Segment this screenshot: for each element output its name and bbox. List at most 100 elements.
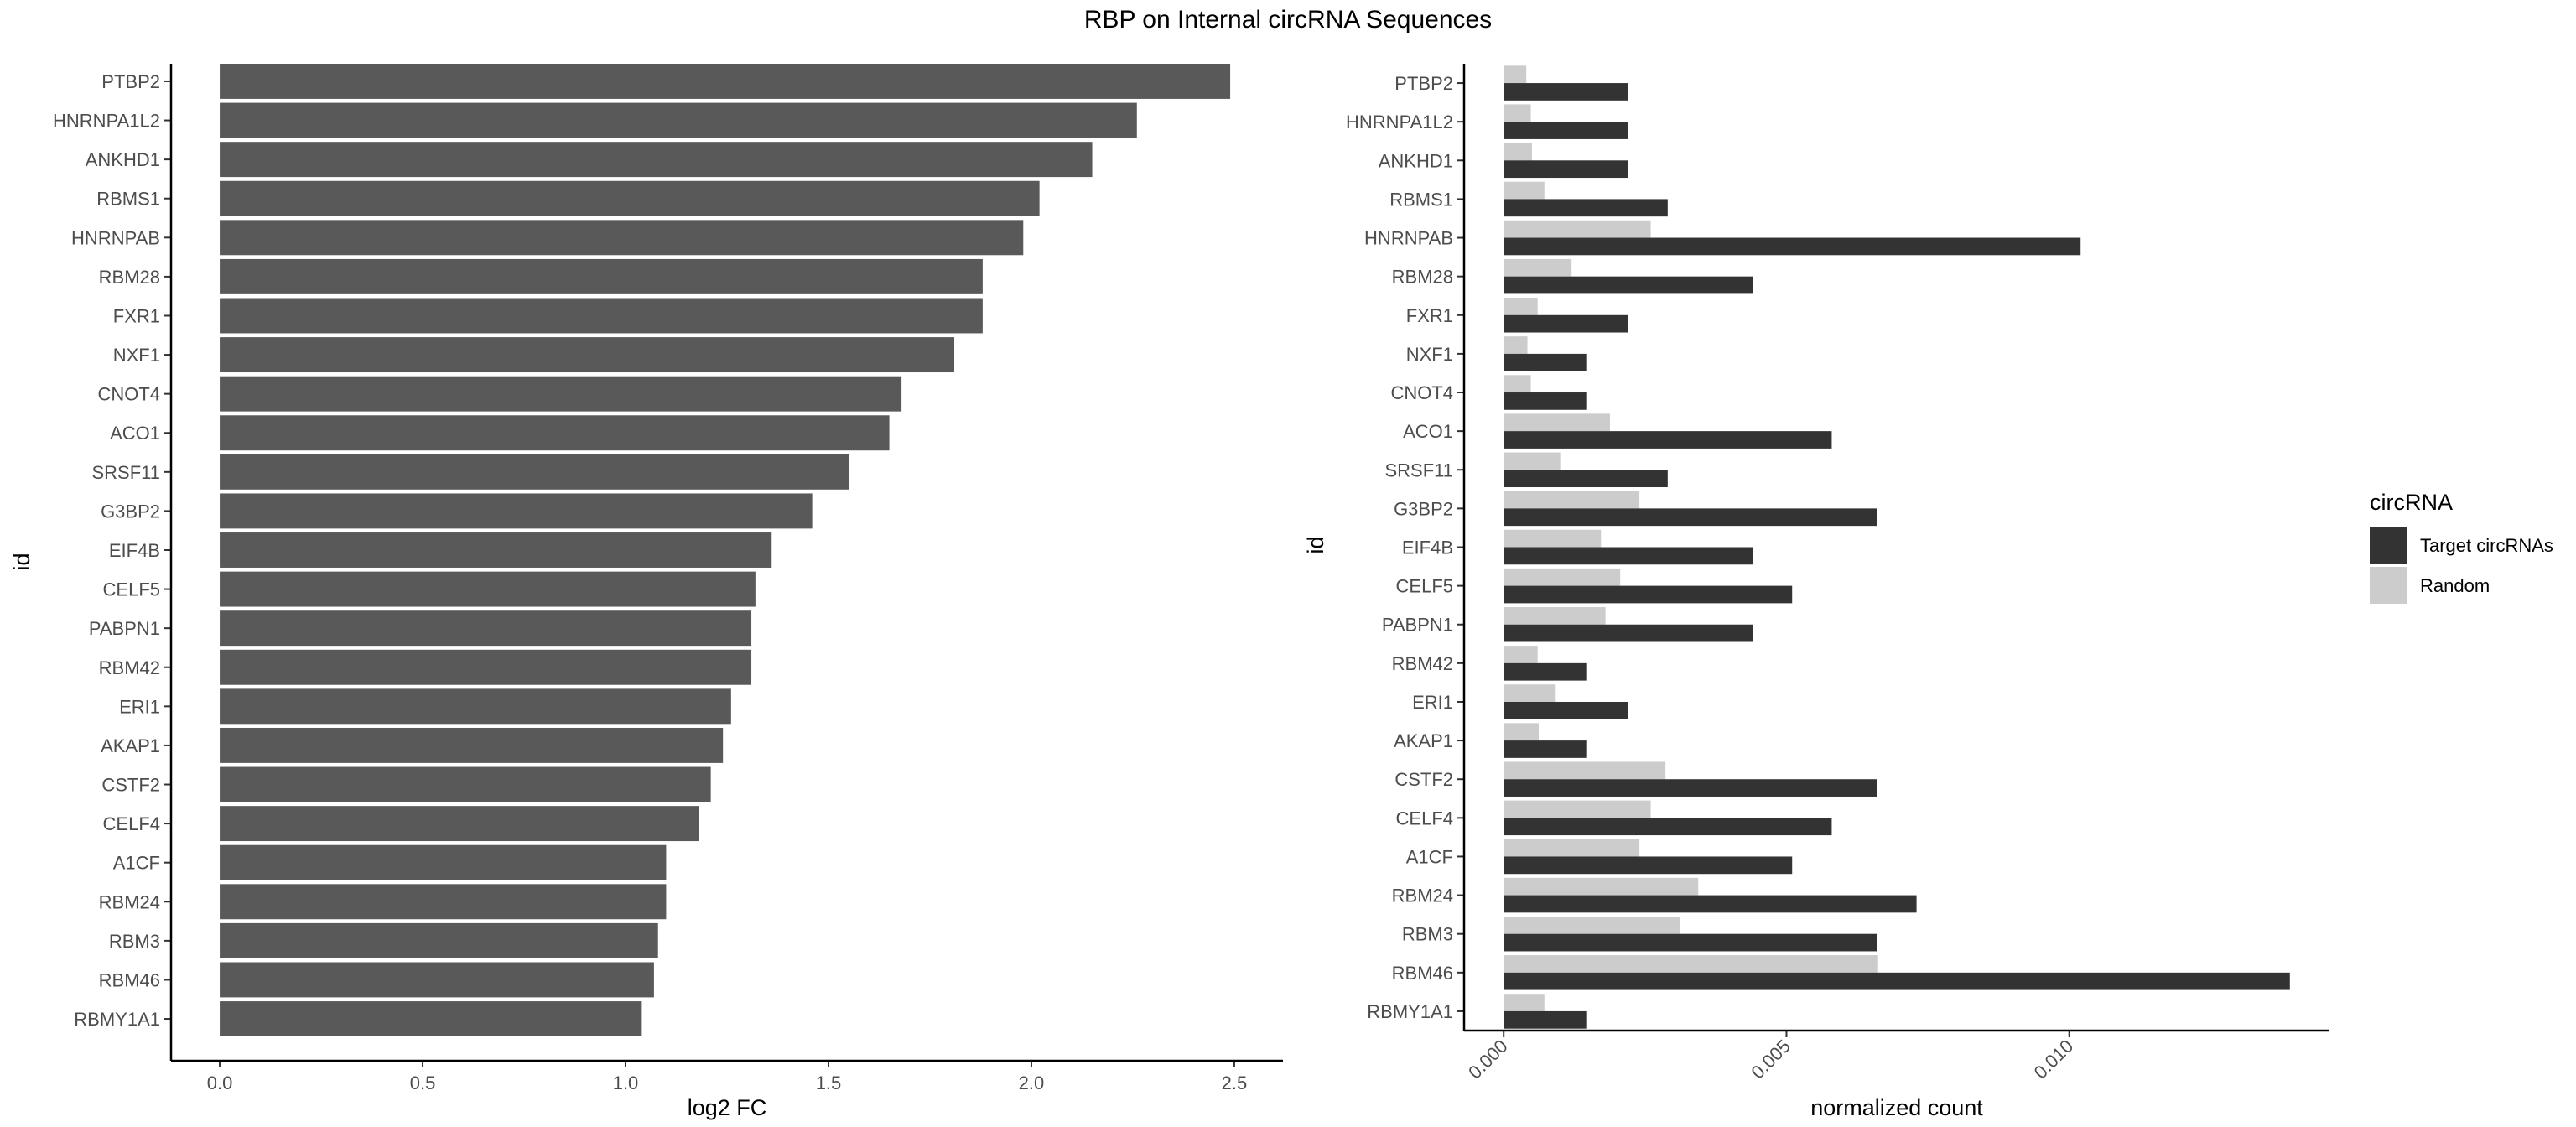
normalized-count-category-label: CELF5 — [1396, 576, 1453, 597]
normalized-count-category-label: RBM46 — [1392, 963, 1453, 984]
log2fc-category-label: HNRNPAB — [71, 227, 160, 248]
log2fc-category-label: NXF1 — [113, 345, 160, 366]
target-bar-celf5 — [1504, 585, 1793, 604]
log2fc-bar-celf5 — [220, 571, 756, 607]
log2fc-bar-aco1 — [220, 415, 890, 451]
log2fc-category-label: RBM42 — [99, 657, 160, 678]
target-bar-rbm3 — [1504, 933, 1877, 952]
log2fc-x-ticks: 0.0 0.5 1.0 1.5 2.0 2.5 — [207, 1061, 1247, 1093]
target-bar-nxf1 — [1504, 353, 1587, 371]
log2fc-category-label: EIF4B — [109, 540, 160, 561]
random-bar-fxr1 — [1504, 298, 1538, 315]
log2fc-bar-nxf1 — [220, 337, 955, 373]
normalized-count-category-label: RBMS1 — [1389, 189, 1453, 210]
target-bar-pabpn1 — [1504, 624, 1753, 642]
normalized-count-category-label: HNRNPAB — [1364, 228, 1453, 249]
random-bar-rbm42 — [1504, 646, 1538, 663]
log2fc-x-tick-label: 1.5 — [816, 1072, 842, 1093]
normalized-count-category-label: SRSF11 — [1384, 460, 1453, 480]
normalized-count-category-label: G3BP2 — [1394, 498, 1453, 519]
random-bar-hnrnpab — [1504, 220, 1651, 238]
log2fc-x-tick-label: 2.5 — [1222, 1072, 1248, 1093]
random-bar-eri1 — [1504, 684, 1556, 702]
random-bar-aco1 — [1504, 413, 1611, 432]
normalized-count-category-labels: PTBP2 HNRNPA1L2 ANKHD1 RBMS1 HNRNPAB RBM28 FXR… — [1346, 73, 1464, 1022]
legend-label-target-circrnas: Target circRNAs — [2420, 535, 2553, 556]
log2fc-x-tick-label: 0.5 — [410, 1072, 436, 1093]
random-bar-pabpn1 — [1504, 606, 1606, 625]
normalized-count-category-label: CSTF2 — [1394, 769, 1453, 790]
log2fc-category-label: PTBP2 — [101, 71, 160, 92]
random-bar-rbmy1a1 — [1504, 994, 1545, 1011]
random-bar-cstf2 — [1504, 761, 1666, 780]
normalized-count-category-label: CNOT4 — [1390, 382, 1453, 403]
normalized-count-category-label: RBM42 — [1392, 653, 1453, 674]
normalized-count-x-axis-title: normalized count — [1810, 1095, 1983, 1120]
log2fc-bar-fxr1 — [220, 298, 983, 334]
target-bar-a1cf — [1504, 856, 1793, 875]
log2fc-category-label: ANKHD1 — [86, 149, 160, 170]
target-bar-eri1 — [1504, 701, 1628, 719]
log2fc-category-label: G3BP2 — [101, 501, 160, 522]
log2fc-category-label: CNOT4 — [97, 384, 160, 405]
normalized-count-category-label: FXR1 — [1406, 305, 1453, 326]
random-bar-g3bp2 — [1504, 491, 1640, 509]
legend-swatch-random — [2370, 567, 2407, 604]
log2fc-x-tick-label: 2.0 — [1019, 1072, 1045, 1093]
random-bar-celf4 — [1504, 800, 1651, 818]
normalized-count-category-label: RBMY1A1 — [1367, 1001, 1453, 1022]
random-bar-rbm3 — [1504, 916, 1680, 934]
normalized-count-bars — [1504, 65, 2290, 1029]
legend: circRNA Target circRNAs Random — [2370, 490, 2553, 604]
log2fc-bar-cnot4 — [220, 376, 902, 412]
random-bar-rbm46 — [1504, 955, 1878, 973]
normalized-count-category-label: ANKHD1 — [1379, 150, 1453, 171]
legend-items: Target circRNAs Random — [2370, 527, 2553, 604]
log2fc-category-label: RBMS1 — [96, 189, 160, 210]
log2fc-category-label: RBM3 — [109, 931, 160, 952]
log2fc-bar-hnrnpab — [220, 220, 1024, 256]
normalized-count-category-label: PABPN1 — [1382, 615, 1453, 636]
log2fc-bar-hnrnpa1l2 — [220, 102, 1137, 138]
target-bar-ankhd1 — [1504, 160, 1628, 179]
log2fc-bar-rbm3 — [220, 922, 658, 958]
log2fc-category-labels: PTBP2 HNRNPA1L2 ANKHD1 RBMS1 HNRNPAB RBM28 FXR… — [53, 71, 171, 1030]
target-bar-fxr1 — [1504, 314, 1628, 333]
target-bar-akap1 — [1504, 740, 1587, 758]
log2fc-category-label: ERI1 — [119, 696, 160, 717]
normalized-count-x-tick-label: 0.010 — [2030, 1036, 2078, 1083]
normalized-count-category-label: NXF1 — [1406, 344, 1453, 365]
normalized-count-panel: PTBP2 HNRNPA1L2 ANKHD1 RBMS1 HNRNPAB RBM28 FXR… — [1303, 64, 2329, 1120]
normalized-count-category-label: PTBP2 — [1394, 73, 1453, 94]
log2fc-bar-rbms1 — [220, 180, 1040, 216]
log2fc-x-axis-title: log2 FC — [688, 1095, 767, 1120]
target-bar-rbms1 — [1504, 199, 1668, 217]
target-bar-rbmy1a1 — [1504, 1010, 1587, 1029]
normalized-count-x-tick-label: 0.005 — [1747, 1036, 1794, 1083]
random-bar-celf5 — [1504, 568, 1621, 586]
random-bar-hnrnpa1l2 — [1504, 104, 1531, 122]
legend-title: circRNA — [2370, 490, 2453, 515]
normalized-count-category-label: CELF4 — [1396, 808, 1453, 828]
normalized-count-category-label: ERI1 — [1412, 692, 1453, 713]
normalized-count-x-tick-label: 0.000 — [1464, 1036, 1512, 1083]
target-bar-g3bp2 — [1504, 508, 1877, 527]
log2fc-category-label: RBM28 — [99, 267, 160, 288]
log2fc-category-label: RBMY1A1 — [74, 1009, 160, 1030]
log2fc-bar-eri1 — [220, 688, 731, 724]
target-bar-hnrnpa1l2 — [1504, 122, 1628, 139]
random-bar-cnot4 — [1504, 375, 1531, 393]
target-bar-rbm28 — [1504, 276, 1753, 294]
random-bar-nxf1 — [1504, 336, 1528, 354]
log2fc-bar-ptbp2 — [220, 64, 1231, 99]
log2fc-bar-celf4 — [220, 806, 699, 842]
target-bar-cstf2 — [1504, 779, 1877, 797]
legend-label-random: Random — [2420, 575, 2490, 596]
log2fc-bar-ankhd1 — [220, 142, 1093, 178]
target-bar-cnot4 — [1504, 392, 1587, 410]
target-bar-rbm24 — [1504, 895, 1917, 913]
normalized-count-category-label: AKAP1 — [1394, 730, 1453, 751]
log2fc-category-label: RBM46 — [99, 969, 160, 990]
log2fc-bar-rbmy1a1 — [220, 1001, 642, 1036]
normalized-count-category-label: A1CF — [1406, 846, 1453, 867]
